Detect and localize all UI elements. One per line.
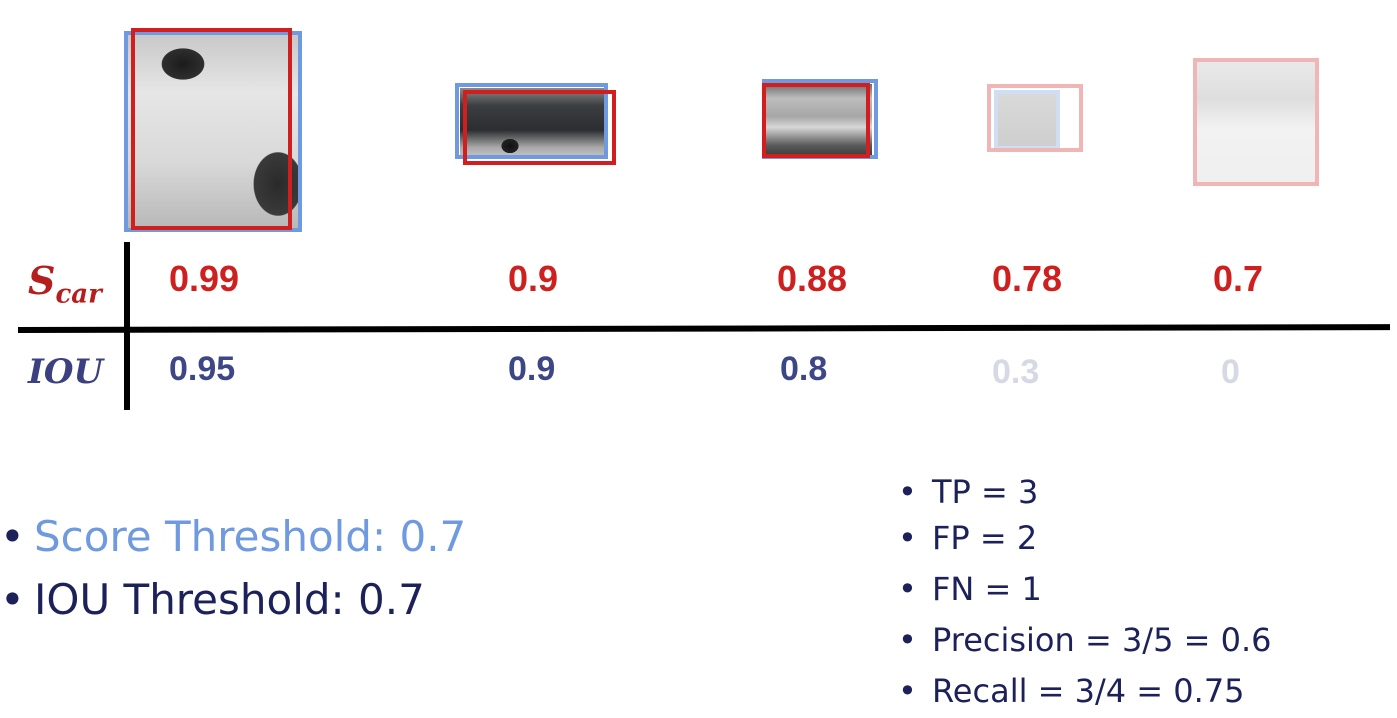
score-value-3: 0.88 (777, 258, 848, 299)
bullet-dot: • (898, 519, 917, 557)
metric-fp: • FP = 2 (898, 518, 1037, 558)
car-image-3 (766, 84, 872, 156)
car-image-4 (997, 92, 1057, 146)
score-row-label: Scar (28, 258, 102, 310)
bullet-dot: • (898, 570, 917, 608)
iou-value-2: 0.9 (508, 350, 556, 388)
bullet-dot: • (898, 672, 917, 710)
car-image-2 (460, 88, 604, 158)
car-image-5 (1196, 62, 1316, 184)
car-image-1 (128, 34, 298, 230)
iou-value-3: 0.8 (780, 350, 828, 388)
score-symbol: S (28, 258, 56, 303)
metric-recall-text: Recall = 3/4 = 0.75 (932, 672, 1245, 710)
score-threshold-bullet: • Score Threshold: 0.7 (0, 512, 466, 562)
metric-tp-text: TP = 3 (932, 473, 1039, 511)
prediction-box-4 (987, 84, 1083, 152)
prediction-box-5 (1193, 58, 1319, 186)
bullet-dot: • (0, 512, 25, 561)
score-value-4: 0.78 (992, 258, 1063, 299)
score-threshold-text: Score Threshold: 0.7 (34, 512, 467, 561)
metric-precision-text: Precision = 3/5 = 0.6 (932, 621, 1272, 659)
ground-truth-box-1 (124, 31, 302, 232)
metric-precision: • Precision = 3/5 = 0.6 (898, 620, 1271, 660)
iou-threshold-bullet: • IOU Threshold: 0.7 (0, 575, 425, 625)
iou-value-4: 0.3 (992, 353, 1040, 391)
prediction-box-3 (762, 83, 870, 158)
iou-value-1: 0.95 (169, 350, 236, 388)
score-subscript: car (55, 279, 102, 310)
score-value-5: 0.7 (1213, 258, 1264, 299)
metric-tp: • TP = 3 (898, 472, 1038, 512)
iou-value-5: 0 (1221, 353, 1240, 391)
metric-fp-text: FP = 2 (932, 519, 1038, 557)
prediction-box-1 (131, 28, 292, 230)
metric-fn: • FN = 1 (898, 569, 1042, 609)
score-value-2: 0.9 (508, 258, 559, 299)
ground-truth-box-2 (455, 83, 608, 159)
table-horizontal-divider (17, 324, 1391, 333)
bullet-dot: • (0, 575, 25, 624)
bullet-dot: • (898, 621, 917, 659)
iou-threshold-text: IOU Threshold: 0.7 (34, 575, 425, 624)
prediction-box-2 (463, 90, 616, 165)
metric-recall: • Recall = 3/4 = 0.75 (898, 671, 1245, 711)
score-value-1: 0.99 (169, 258, 240, 299)
iou-row-label: IOU (28, 352, 104, 392)
ground-truth-box-4 (994, 90, 1060, 150)
bullet-dot: • (898, 473, 917, 511)
metric-fn-text: FN = 1 (932, 570, 1042, 608)
